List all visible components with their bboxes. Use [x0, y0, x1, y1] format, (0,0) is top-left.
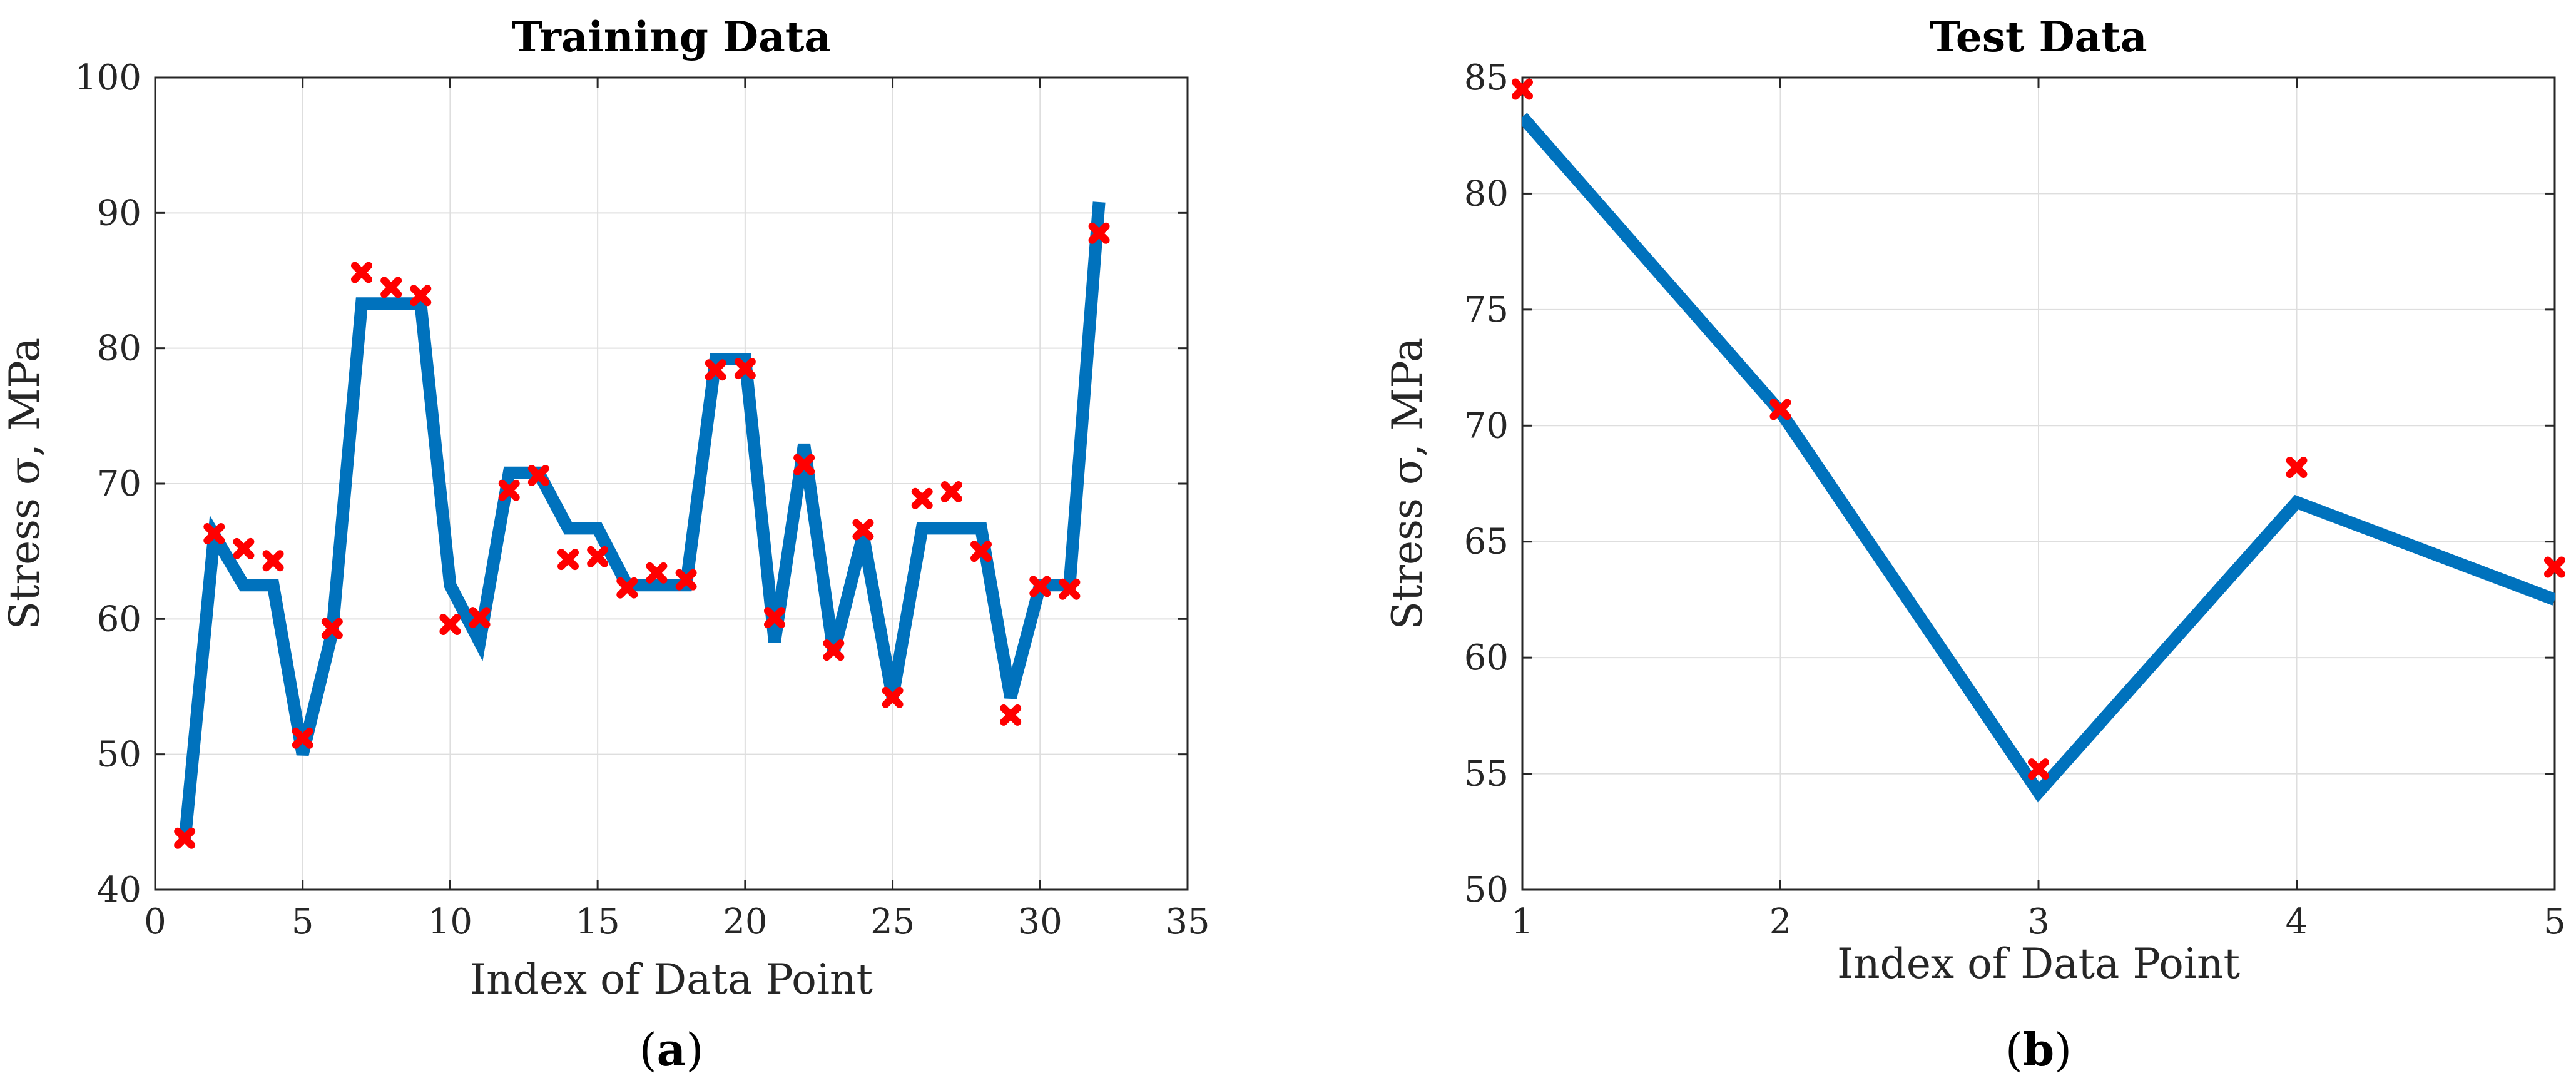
measured-point-marker: [587, 546, 609, 567]
panel-letter: a: [657, 1023, 686, 1076]
x-tick-label: 20: [723, 902, 767, 942]
x-tick-label: 10: [428, 902, 472, 942]
y-tick-label: 70: [97, 464, 141, 504]
y-tick-label: 50: [97, 735, 141, 775]
measured-point-marker: [675, 569, 697, 591]
panel-a-training-data: 0 5 10 15 20 25 30 35 40 50 60 70 80 90 100 Training Da…: [1, 13, 1210, 1076]
measured-point-marker: [2544, 556, 2565, 578]
y-tick-label: 80: [1464, 173, 1509, 214]
measured-point-marker: [174, 827, 196, 849]
measured-point-marker: [262, 550, 284, 572]
measured-point-marker: [882, 686, 904, 708]
measured-point-marker: [1088, 222, 1110, 244]
y-tick-label: 60: [97, 599, 141, 639]
measured-point-marker: [410, 285, 432, 307]
x-tick-label: 15: [576, 902, 620, 942]
x-tick-label: 25: [870, 902, 915, 942]
x-tick-label: 3: [2027, 902, 2050, 942]
y-tick-label: 65: [1464, 522, 1509, 562]
y-tick-label: 70: [1464, 405, 1509, 446]
measured-point-marker: [439, 613, 461, 635]
y-tick-label: 50: [1464, 870, 1509, 910]
measured-point-marker: [940, 480, 962, 502]
measured-point-marker: [557, 549, 579, 571]
measured-point-marker: [616, 577, 638, 599]
panel-letter: b: [2023, 1023, 2054, 1076]
measured-point-marker: [527, 465, 549, 487]
y-axis-label: Stress σ, MPa: [1383, 338, 1432, 629]
x-tick-label: 4: [2286, 902, 2308, 942]
measured-point-marker: [911, 487, 933, 509]
panel-label: (b): [2005, 1023, 2072, 1076]
y-tick-label: 90: [97, 193, 141, 233]
predicted-series-line: [178, 201, 1106, 843]
y-tick-label: 85: [1464, 58, 1509, 98]
x-axis-label: Index of Data Point: [1837, 940, 2240, 988]
x-tick-label: 35: [1165, 902, 1209, 942]
measured-point-marker: [351, 262, 372, 283]
y-tick-label: 40: [97, 870, 141, 910]
chart-title: Training Data: [512, 13, 831, 61]
measured-point-marker: [321, 618, 343, 639]
predicted-series-line: [1522, 113, 2555, 803]
y-tick-label: 55: [1464, 754, 1509, 795]
panel-label: (a): [639, 1023, 704, 1076]
measured-point-marker: [1059, 578, 1081, 600]
measured-point-marker: [2286, 457, 2308, 479]
x-tick-label: 5: [2543, 902, 2566, 942]
measured-point-marker: [734, 358, 756, 380]
x-axis-label: Index of Data Point: [470, 955, 873, 1004]
measured-point-marker: [498, 479, 520, 501]
measured-point-marker: [646, 562, 668, 584]
measured-point-marker: [793, 454, 815, 475]
y-tick-label: 100: [74, 58, 141, 98]
x-tick-label: 2: [1769, 902, 1792, 942]
x-tick-label: 1: [1511, 902, 1534, 942]
measured-point-marker: [970, 541, 992, 562]
measured-point-marker: [823, 639, 845, 661]
x-tick-label: 0: [144, 902, 166, 942]
y-tick-label: 75: [1464, 290, 1509, 330]
y-tick-label: 60: [1464, 638, 1509, 678]
y-tick-label: 80: [97, 328, 141, 369]
x-tick-label: 5: [292, 902, 314, 942]
measured-point-marker: [1512, 78, 1533, 100]
measured-point-marker: [1769, 399, 1791, 420]
measured-point-marker: [292, 727, 313, 749]
y-axis-label: Stress σ, MPa: [1, 338, 49, 629]
measured-point-marker: [2028, 758, 2049, 780]
measured-point-marker: [1000, 704, 1022, 726]
x-tick-label: 30: [1018, 902, 1062, 942]
measured-point-marker: [203, 523, 225, 545]
measured-point-marker: [1029, 576, 1051, 597]
measured-point-marker: [233, 537, 255, 559]
chart-title: Test Data: [1930, 13, 2147, 61]
measured-point-marker: [852, 519, 874, 541]
measured-point-marker: [705, 359, 726, 381]
measured-point-marker: [469, 607, 491, 629]
measured-point-marker: [764, 607, 785, 629]
measured-point-marker: [380, 277, 402, 298]
